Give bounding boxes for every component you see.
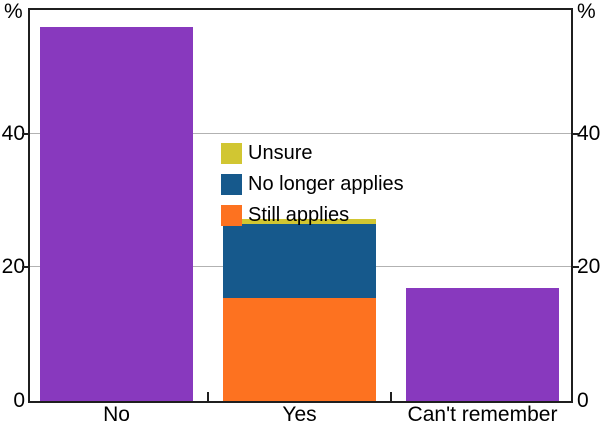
x-axis-tick-2: [390, 392, 392, 401]
y-tick-label-right-40: 40: [577, 121, 600, 145]
y-tick-label-right-20: 20: [577, 255, 600, 279]
y-tick-left-20: [22, 266, 28, 269]
x-axis-tick-1: [207, 392, 209, 401]
bar-yes-unsure: [223, 218, 376, 224]
y-tick-label-left-40: 40: [1, 121, 25, 145]
legend-label-no-longer-applies: No longer applies: [248, 173, 404, 195]
bar-yes-still-applies: [223, 298, 376, 401]
y-tick-right-20: [573, 266, 579, 269]
y-tick-label-left-0: 0: [13, 389, 25, 412]
bar-no-response: [40, 26, 193, 401]
legend-label-unsure: Unsure: [248, 142, 313, 164]
y-axis-unit-left: %: [4, 0, 23, 23]
x-category-label-can-t-remember: Can't remember: [407, 403, 558, 425]
legend-item-still-applies: Still applies: [221, 204, 404, 226]
legend-swatch-no-longer-applies: [221, 173, 242, 195]
legend-item-unsure: Unsure: [221, 142, 404, 164]
bar-can-t-remember-response: [406, 288, 559, 401]
y-tick-left-40: [22, 132, 28, 135]
legend-label-still-applies: Still applies: [248, 204, 350, 226]
legend-item-no-longer-applies: No longer applies: [221, 173, 404, 195]
y-tick-label-right-0: 0: [577, 389, 589, 412]
legend: Unsure No longer applies Still applies: [221, 142, 404, 235]
legend-swatch-still-applies: [221, 204, 242, 226]
x-category-label-yes: Yes: [282, 403, 317, 425]
y-tick-label-left-20: 20: [1, 255, 25, 279]
y-tick-right-40: [573, 132, 579, 135]
plot-area: [28, 8, 573, 403]
gridline-40: [30, 132, 571, 134]
legend-swatch-unsure: [221, 142, 242, 164]
x-category-label-no: No: [103, 403, 130, 425]
y-axis-unit-right: %: [577, 0, 596, 23]
bar-yes-no-longer-applies: [223, 223, 376, 299]
